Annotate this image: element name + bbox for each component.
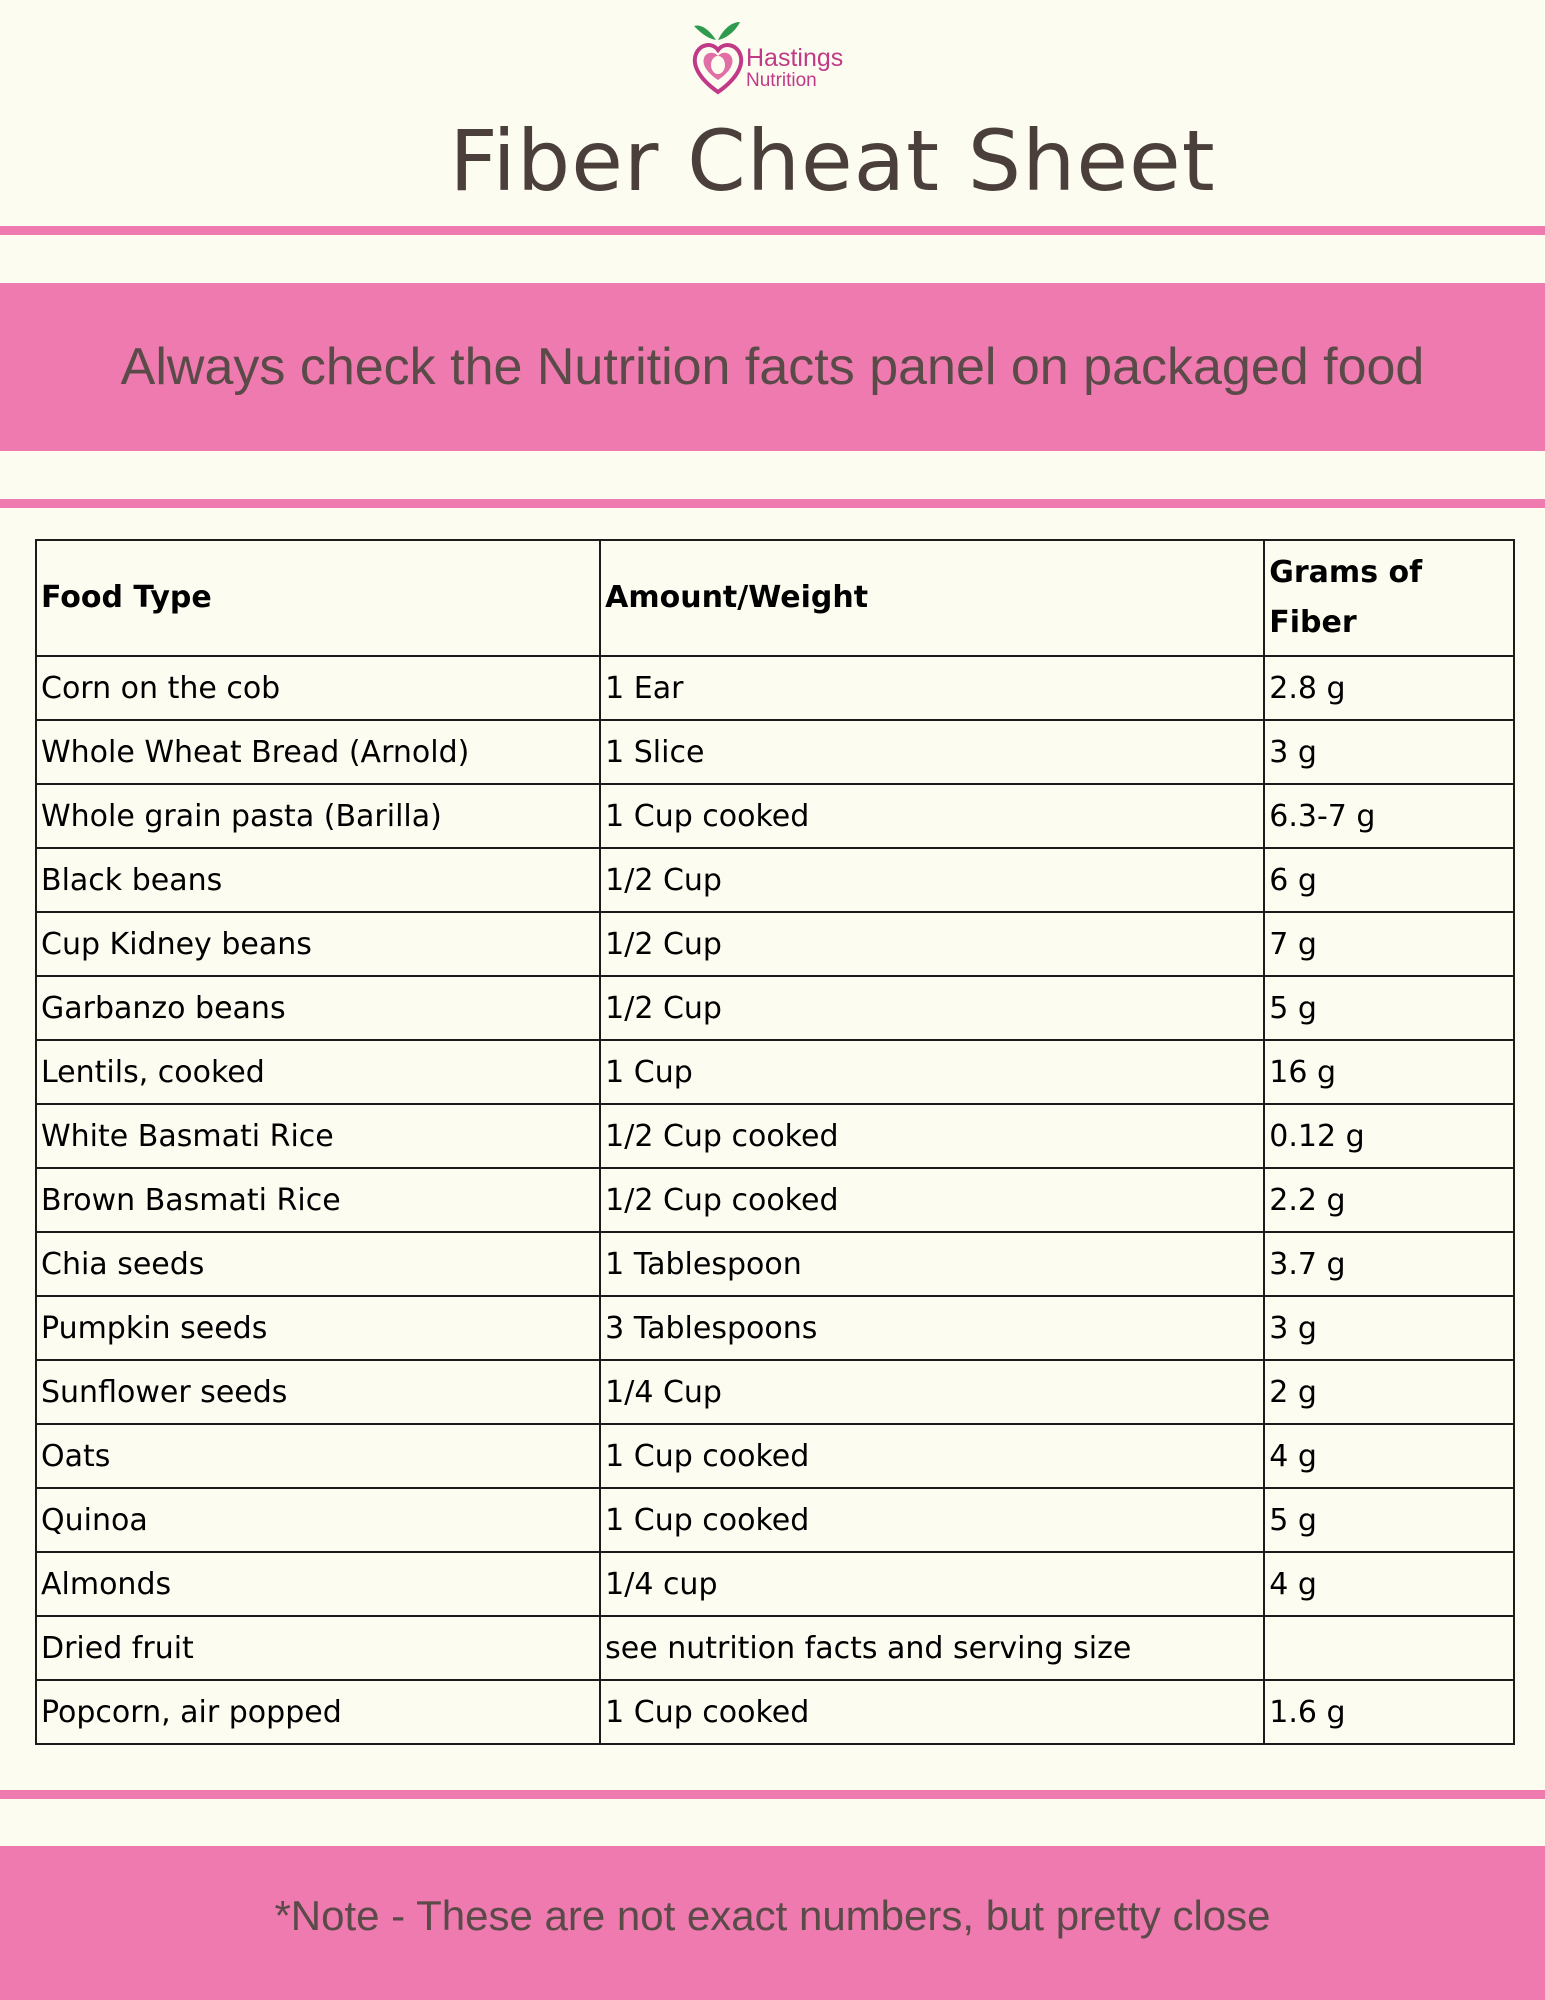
divider (0, 1790, 1545, 1799)
cell-food-type: Lentils, cooked (34, 1039, 602, 1105)
cell-food-type: Cup Kidney beans (34, 911, 602, 977)
cell-food-type: Black beans (34, 847, 602, 913)
table-row: Oats 1 Cup cooked 4 g (34, 1423, 1515, 1489)
cell-grams: 2.2 g (1263, 1167, 1515, 1233)
cell-amount: 1/2 Cup (599, 975, 1266, 1041)
cell-amount: 1 Cup cooked (599, 1679, 1266, 1745)
cell-amount: 1 Cup (599, 1039, 1266, 1105)
table-row: Corn on the cob 1 Ear 2.8 g (34, 655, 1515, 721)
cell-food-type: Whole grain pasta (Barilla) (34, 783, 602, 849)
cell-grams: 2 g (1263, 1359, 1515, 1425)
table-row: Pumpkin seeds 3 Tablespoons 3 g (34, 1295, 1515, 1361)
brand-subname: Nutrition (746, 70, 817, 91)
cell-grams: 5 g (1263, 975, 1515, 1041)
cell-food-type: Corn on the cob (34, 655, 602, 721)
table-row: Cup Kidney beans 1/2 Cup 7 g (34, 911, 1515, 977)
table-row: Chia seeds 1 Tablespoon 3.7 g (34, 1231, 1515, 1297)
header-amount: Amount/Weight (599, 539, 1266, 657)
cell-amount: 1 Cup cooked (599, 1423, 1266, 1489)
cell-food-type: Whole Wheat Bread (Arnold) (34, 719, 602, 785)
cell-amount: 1 Slice (599, 719, 1266, 785)
cell-amount: 1 Tablespoon (599, 1231, 1266, 1297)
cell-grams: 6 g (1263, 847, 1515, 913)
cell-amount: 1/2 Cup cooked (599, 1103, 1266, 1169)
cell-food-type: White Basmati Rice (34, 1103, 602, 1169)
cell-amount: see nutrition facts and serving size (599, 1615, 1266, 1681)
cell-amount: 1/4 cup (599, 1551, 1266, 1617)
fiber-table: Food Type Amount/Weight Grams of Fiber C… (34, 539, 1515, 1745)
table-row: Popcorn, air popped 1 Cup cooked 1.6 g (34, 1679, 1515, 1745)
table-row: Garbanzo beans 1/2 Cup 5 g (34, 975, 1515, 1041)
table-row: Almonds 1/4 cup 4 g (34, 1551, 1515, 1617)
cell-amount: 1 Cup cooked (599, 1487, 1266, 1553)
divider (0, 226, 1545, 235)
table-row: Sunflower seeds 1/4 Cup 2 g (34, 1359, 1515, 1425)
cell-grams: 2.8 g (1263, 655, 1515, 721)
divider (0, 499, 1545, 508)
cell-food-type: Oats (34, 1423, 602, 1489)
cell-food-type: Brown Basmati Rice (34, 1167, 602, 1233)
cell-amount: 1/2 Cup (599, 911, 1266, 977)
bottom-banner: *Note - These are not exact numbers, but… (0, 1846, 1545, 2000)
cell-amount: 1 Cup cooked (599, 783, 1266, 849)
cell-amount: 1/2 Cup (599, 847, 1266, 913)
table-row: Dried fruit see nutrition facts and servi… (34, 1615, 1515, 1681)
cell-amount: 1/2 Cup cooked (599, 1167, 1266, 1233)
cell-food-type: Quinoa (34, 1487, 602, 1553)
cell-food-type: Chia seeds (34, 1231, 602, 1297)
table-row: Brown Basmati Rice 1/2 Cup cooked 2.2 g (34, 1167, 1515, 1233)
cell-grams: 3 g (1263, 1295, 1515, 1361)
cell-grams: 1.6 g (1263, 1679, 1515, 1745)
table-row: Black beans 1/2 Cup 6 g (34, 847, 1515, 913)
cell-grams: 6.3-7 g (1263, 783, 1515, 849)
cell-grams: 4 g (1263, 1423, 1515, 1489)
table-row: Quinoa 1 Cup cooked 5 g (34, 1487, 1515, 1553)
cell-food-type: Popcorn, air popped (34, 1679, 602, 1745)
header-food-type: Food Type (34, 539, 602, 657)
cell-food-type: Garbanzo beans (34, 975, 602, 1041)
brand-logo: Hastings Nutrition (690, 18, 860, 98)
table-row: Whole Wheat Bread (Arnold) 1 Slice 3 g (34, 719, 1515, 785)
cell-grams: 0.12 g (1263, 1103, 1515, 1169)
cell-grams: 7 g (1263, 911, 1515, 977)
brand-name: Hastings (746, 44, 844, 72)
cell-grams: 3 g (1263, 719, 1515, 785)
cell-amount: 1 Ear (599, 655, 1266, 721)
cell-grams: 5 g (1263, 1487, 1515, 1553)
cell-food-type: Dried fruit (34, 1615, 602, 1681)
heart-leaf-icon (692, 22, 744, 95)
cell-food-type: Sunflower seeds (34, 1359, 602, 1425)
table-row: Whole grain pasta (Barilla) 1 Cup cooked 6… (34, 783, 1515, 849)
cell-amount: 1/4 Cup (599, 1359, 1266, 1425)
header-grams: Grams of Fiber (1263, 539, 1515, 657)
top-banner: Always check the Nutrition facts panel o… (0, 283, 1545, 451)
cell-grams: 4 g (1263, 1551, 1515, 1617)
table-row: Lentils, cooked 1 Cup 16 g (34, 1039, 1515, 1105)
cell-grams: 16 g (1263, 1039, 1515, 1105)
table-header-row: Food Type Amount/Weight Grams of Fiber (34, 539, 1515, 657)
table-row: White Basmati Rice 1/2 Cup cooked 0.12 g (34, 1103, 1515, 1169)
cell-grams (1263, 1615, 1515, 1681)
cell-food-type: Almonds (34, 1551, 602, 1617)
cell-grams: 3.7 g (1263, 1231, 1515, 1297)
cell-food-type: Pumpkin seeds (34, 1295, 602, 1361)
page-title: Fiber Cheat Sheet (449, 112, 1216, 210)
cell-amount: 3 Tablespoons (599, 1295, 1266, 1361)
